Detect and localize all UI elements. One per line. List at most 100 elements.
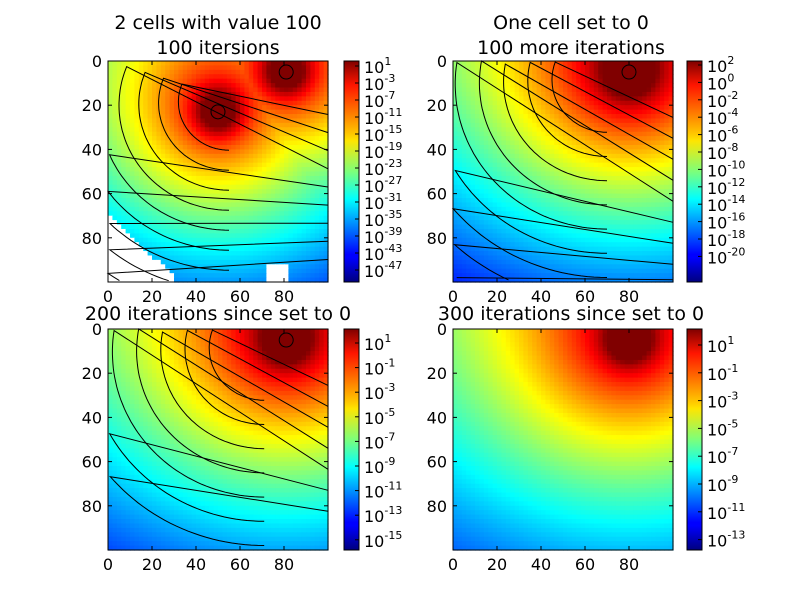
heatmap-cell — [235, 65, 241, 71]
heatmap-cell — [457, 83, 463, 89]
heatmap-cell — [152, 189, 157, 195]
heatmap-cell — [457, 158, 463, 164]
heatmap-cell — [213, 228, 219, 234]
heatmap-cell — [235, 237, 241, 243]
heatmap-cell — [461, 118, 467, 124]
heatmap-cell — [143, 184, 149, 190]
heatmap-cell — [112, 202, 118, 208]
heatmap-cell — [607, 180, 612, 186]
heatmap-cell — [143, 83, 149, 89]
heatmap-cell — [218, 83, 223, 89]
heatmap-cell — [266, 91, 272, 97]
heatmap-cell — [138, 206, 144, 212]
heatmap-cell — [607, 131, 612, 137]
heatmap-cell — [523, 65, 529, 71]
heatmap-cell — [620, 149, 626, 155]
heatmap-cell — [593, 184, 599, 190]
heatmap-cell — [121, 144, 127, 150]
heatmap-cell — [602, 220, 608, 226]
heatmap-cell — [483, 118, 489, 124]
heatmap-cell — [112, 206, 118, 212]
heatmap-cell — [580, 109, 586, 115]
heatmap-cell — [563, 180, 568, 186]
heatmap-cell — [602, 100, 608, 106]
heatmap-cell — [558, 105, 564, 111]
heatmap-cell — [160, 184, 166, 190]
heatmap-cell — [169, 198, 175, 204]
heatmap-cell — [182, 198, 188, 204]
heatmap-cell — [152, 100, 157, 106]
heatmap-cell — [580, 242, 586, 248]
heatmap-cell — [116, 69, 122, 75]
heatmap-cell — [505, 65, 511, 71]
heatmap-cell — [514, 273, 520, 279]
heatmap-cell — [466, 242, 472, 248]
heatmap-cell — [668, 233, 674, 239]
heatmap-cell — [558, 100, 564, 106]
heatmap-cell — [453, 246, 458, 252]
heatmap-cell — [297, 153, 303, 159]
heatmap-cell — [457, 189, 463, 195]
heatmap-cell — [558, 237, 564, 243]
heatmap-cell — [121, 127, 127, 133]
heatmap-cell — [536, 149, 542, 155]
heatmap-cell — [116, 83, 122, 89]
heatmap-cell — [611, 180, 617, 186]
heatmap-cell — [527, 233, 533, 239]
heatmap-cell — [453, 175, 458, 181]
heatmap-cell — [130, 189, 135, 195]
heatmap-cell — [310, 171, 316, 177]
heatmap-cell — [563, 65, 568, 71]
heatmap-cell — [492, 224, 498, 230]
heatmap-cell — [470, 127, 476, 133]
heatmap-cell — [611, 149, 617, 155]
heatmap-cell — [563, 220, 568, 226]
contour-line — [108, 240, 329, 282]
colorbar-tick-label: 10-47 — [364, 259, 402, 281]
heatmap-cell — [475, 251, 480, 257]
heatmap-cell — [125, 184, 131, 190]
heatmap-cell — [319, 171, 325, 177]
heatmap-cell — [567, 158, 573, 164]
heatmap-cell — [231, 273, 237, 279]
heatmap-cell — [519, 211, 524, 217]
heatmap-cell — [611, 162, 617, 168]
heatmap-cell — [501, 100, 507, 106]
heatmap-cell — [620, 127, 626, 133]
heatmap-cell — [585, 131, 590, 137]
heatmap-cell — [213, 224, 219, 230]
heatmap-cell — [169, 180, 175, 186]
heatmap-cell — [125, 114, 131, 120]
heatmap-cell — [527, 189, 533, 195]
heatmap-cell — [510, 127, 516, 133]
heatmap-cell — [519, 96, 524, 102]
heatmap-cell — [475, 96, 480, 102]
heatmap-cell — [156, 144, 162, 150]
heatmap-cell — [607, 83, 612, 89]
heatmap-cell — [218, 118, 223, 124]
heatmap-cell — [143, 273, 149, 279]
heatmap-cell — [611, 255, 617, 261]
heatmap-cell — [134, 105, 140, 111]
heatmap-cell — [116, 273, 122, 279]
heatmap-cell — [156, 114, 162, 120]
heatmap-cell — [116, 131, 122, 137]
heatmap-cell — [174, 153, 179, 159]
heatmap-cell — [510, 189, 516, 195]
heatmap-cell — [479, 202, 485, 208]
heatmap-cell — [466, 65, 472, 71]
heatmap-cell — [483, 184, 489, 190]
heatmap-cell — [262, 175, 267, 181]
heatmap-cell — [182, 114, 188, 120]
heatmap-cell — [541, 109, 546, 115]
heatmap-cell — [549, 114, 555, 120]
heatmap-cell — [182, 175, 188, 181]
heatmap-cell — [541, 105, 546, 111]
heatmap-cell — [275, 78, 281, 84]
heatmap-cell — [130, 140, 135, 146]
heatmap-cell — [554, 202, 560, 208]
heatmap-cell — [187, 184, 193, 190]
heatmap-cell — [310, 251, 316, 257]
heatmap-cell — [200, 277, 206, 283]
heatmap-cell — [200, 259, 206, 265]
